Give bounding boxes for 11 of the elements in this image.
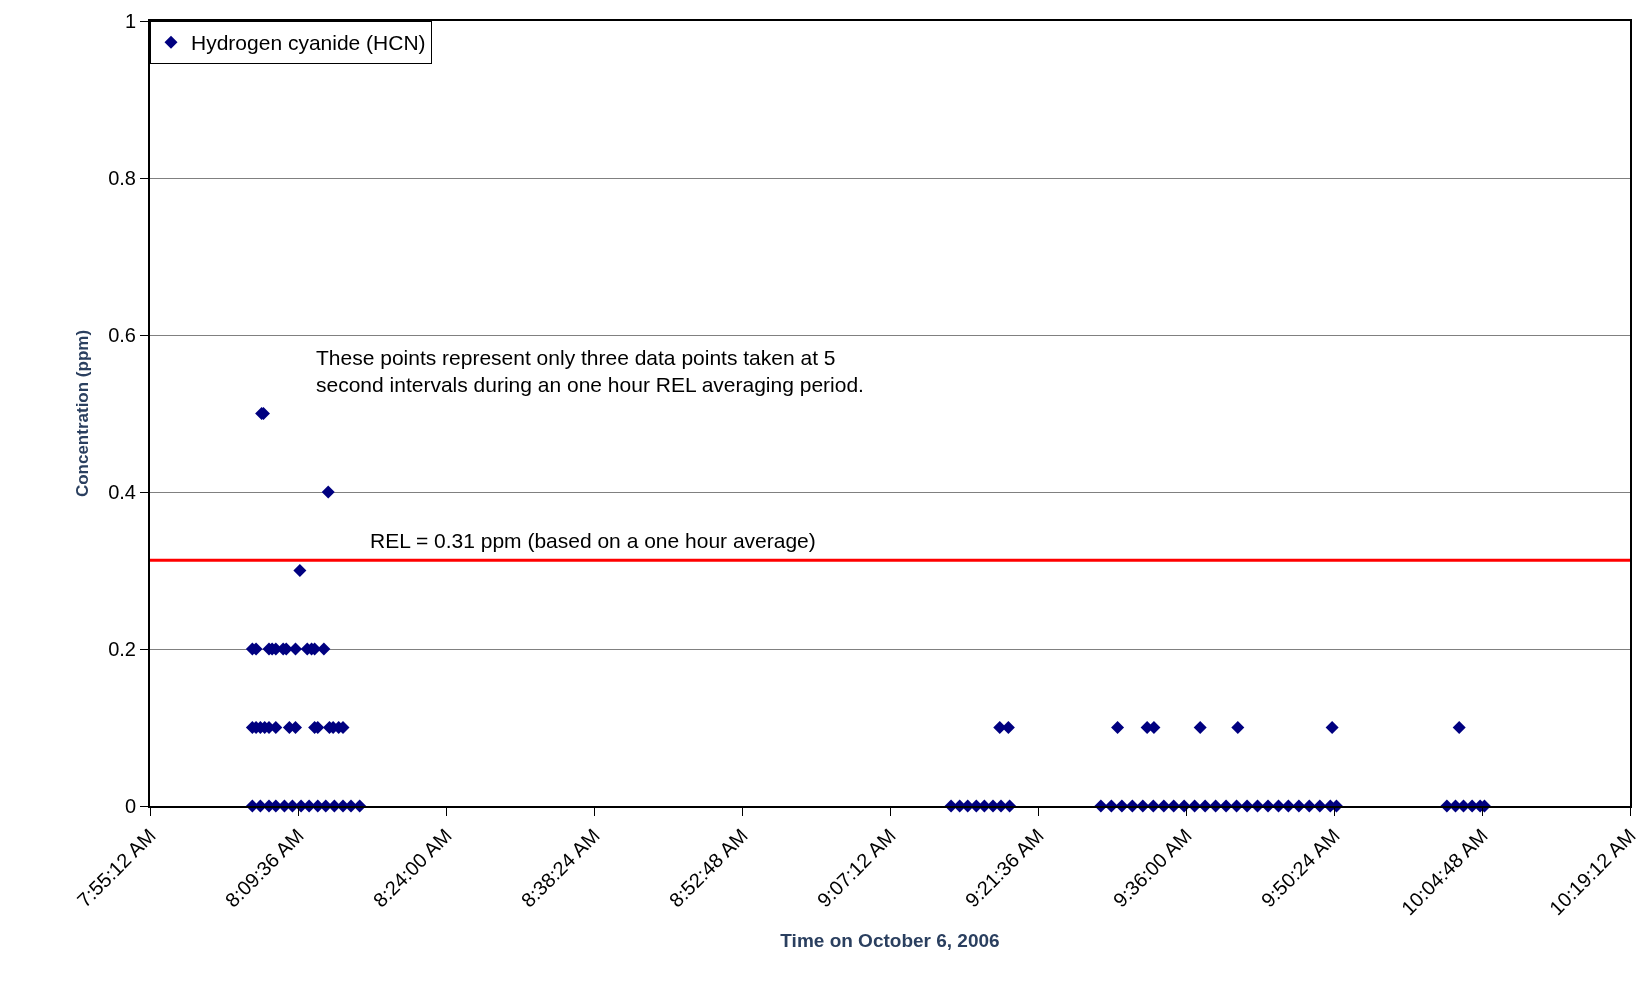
y-tick-label: 1	[124, 10, 136, 32]
y-tick-label: 0.8	[108, 167, 136, 189]
y-tick-label: 0	[124, 795, 136, 817]
ref-line-label: REL = 0.31 ppm (based on a one hour average)	[370, 529, 816, 552]
x-axis-title: Time on October 6, 2006	[780, 929, 1000, 951]
y-tick-label: 0.2	[108, 638, 136, 660]
annotation: These points represent only three data points taken at 5 second intervals during an one hour REL averaging period.	[316, 346, 864, 397]
y-axis-title: Concentration (ppm)	[73, 329, 93, 498]
y-tick-label: 0.6	[108, 324, 136, 346]
y-tick-label: 0.4	[108, 481, 136, 503]
legend-label: Hydrogen cyanide (HCN)	[191, 31, 426, 55]
